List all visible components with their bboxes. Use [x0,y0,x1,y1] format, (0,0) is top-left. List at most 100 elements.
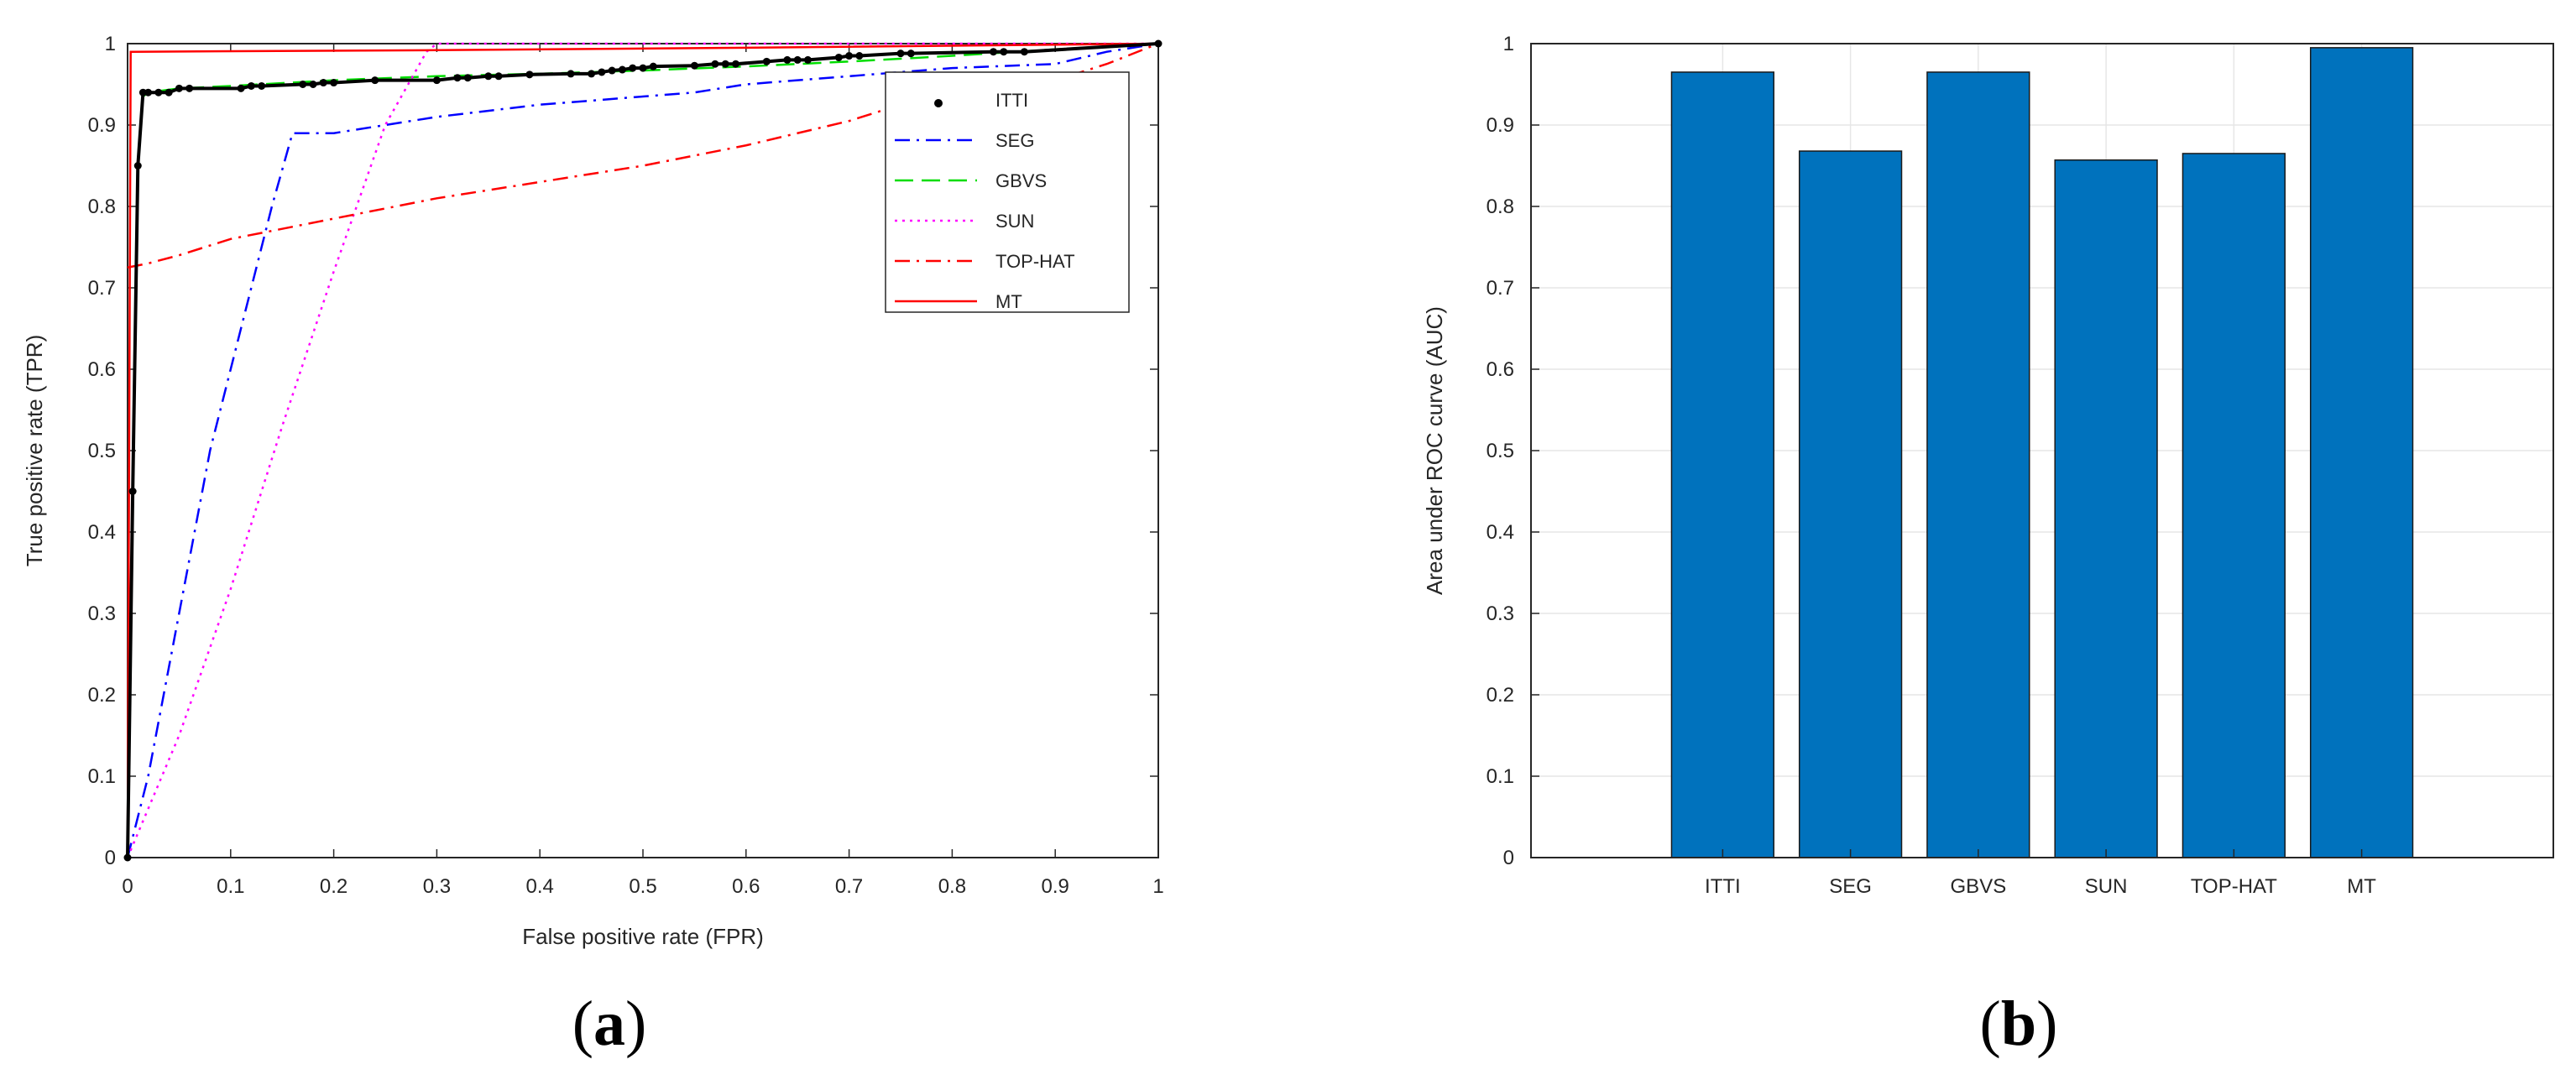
roc-point-itti [144,88,153,97]
roc-point-itti [855,52,864,60]
roc-point-itti [598,68,606,76]
roc-y-tick-label: 0.9 [88,114,116,137]
auc-bar-seg [1798,150,1903,858]
roc-point-itti [1154,39,1163,48]
auc-y-tick-label: 0.1 [1487,765,1514,788]
roc-x-tick-label: 0.4 [526,875,554,898]
auc-y-tick-label: 0.6 [1487,358,1514,381]
auc-y-tick-label: 0.2 [1487,684,1514,707]
roc-point-itti [133,162,142,170]
roc-point-itti [128,488,137,495]
auc-bar-top-hat [2182,153,2286,858]
auc-bar-itti [1670,71,1775,858]
roc-point-itti [371,76,379,85]
auc-bar-sun [2054,159,2158,858]
roc-series-sun [126,42,1158,858]
roc-y-tick-label: 0 [105,847,116,869]
roc-point-itti [588,70,596,78]
auc-bar-gbvs [1926,71,2030,858]
auc-y-tick-label: 0.9 [1487,114,1514,137]
roc-point-itti [783,55,792,64]
roc-point-itti [711,60,719,68]
roc-series-seg [126,42,1159,858]
roc-y-tick-label: 0.4 [88,521,116,544]
roc-y-tick-label: 1 [105,33,116,55]
roc-y-tick-label: 0.1 [88,765,116,788]
auc-y-tick-label: 0.5 [1487,440,1514,462]
auc-x-tick-label: GBVS [1951,875,2007,898]
roc-point-itti [309,81,317,88]
roc-chart: 0 0.1 0.2 0.3 0.4 0.5 0.6 0.7 0.8 0.9 1 0 0.1 0.2 0.3 0… [22,33,1164,949]
roc-point-itti [258,81,266,90]
legend-label-seg: SEG [995,130,1034,151]
roc-y-tick-label: 0.3 [88,602,116,625]
roc-point-itti [432,76,441,85]
roc-point-itti [185,84,194,92]
auc-y-tick-label: 0.7 [1487,277,1514,300]
roc-point-itti [649,62,657,70]
panel-label-b: (b) [1980,988,2058,1059]
roc-x-tick-label: 0.1 [217,875,244,898]
roc-point-itti [732,60,740,68]
auc-x-tick-label: ITTI [1705,875,1741,898]
roc-y-axis-label: True positive rate (TPR) [22,335,47,566]
roc-x-tick-label: 0 [122,875,133,898]
roc-point-itti [237,84,245,92]
legend-label-top-hat: TOP-HAT [995,251,1075,272]
roc-x-tick-label: 0.5 [629,875,656,898]
roc-point-itti [608,66,616,75]
legend-label-itti: ITTI [995,90,1028,111]
roc-point-itti [845,52,854,60]
roc-point-itti [762,57,771,65]
roc-point-itti [793,55,802,64]
roc-point-itti [639,64,647,72]
auc-x-tick-label: SUN [2085,875,2128,898]
roc-point-itti [803,55,812,64]
roc-point-itti [618,65,626,74]
roc-point-itti [299,81,307,88]
roc-series-mt [126,42,1159,858]
legend-label-mt: MT [995,291,1022,312]
roc-point-itti [907,50,915,58]
roc-x-axis-label: False positive rate (FPR) [522,924,764,949]
roc-point-itti [629,64,637,72]
roc-point-itti [154,88,163,97]
auc-x-tick-label: SEG [1829,875,1872,898]
auc-y-tick-label: 0.3 [1487,602,1514,625]
auc-y-tick-label: 0.4 [1487,521,1514,544]
roc-x-tick-label: 0.9 [1042,875,1069,898]
roc-y-tick-label: 0.8 [88,196,116,218]
roc-point-itti [1000,48,1008,56]
legend-label-gbvs: GBVS [995,170,1047,191]
roc-x-tick-label: 1 [1152,875,1163,898]
auc-y-tick-label: 0.8 [1487,196,1514,218]
auc-y-tick-label: 0 [1503,847,1514,869]
roc-point-itti [123,853,132,862]
auc-y-axis-label: Area under ROC curve (AUC) [1422,306,1447,595]
roc-point-itti [990,48,998,56]
roc-point-itti [721,60,729,68]
roc-point-itti [247,81,255,90]
roc-point-itti [494,72,503,81]
roc-point-itti [484,72,493,81]
roc-x-tick-label: 0.2 [320,875,347,898]
roc-y-tick-label: 0.5 [88,440,116,462]
roc-legend: ITTI SEG GBVS SUN TOP-HAT MT [885,71,1130,313]
roc-x-tick-label: 0.8 [938,875,966,898]
roc-x-tick-label: 0.6 [732,875,760,898]
roc-y-tick-label: 0.2 [88,684,116,707]
auc-x-tick-label: TOP-HAT [2191,875,2277,898]
legend-marker-itti [934,99,943,107]
auc-y-tick-label: 1 [1503,33,1514,55]
roc-point-itti [567,70,575,78]
roc-point-itti [453,74,462,82]
legend-label-sun: SUN [995,211,1034,232]
roc-point-itti [165,88,173,97]
legend-box [885,71,1130,313]
roc-x-tick-label: 0.7 [835,875,863,898]
roc-point-itti [463,74,472,82]
roc-y-tick-label: 0.7 [88,277,116,300]
roc-y-tick-label: 0.6 [88,358,116,381]
panel-label-a: (a) [572,988,647,1059]
